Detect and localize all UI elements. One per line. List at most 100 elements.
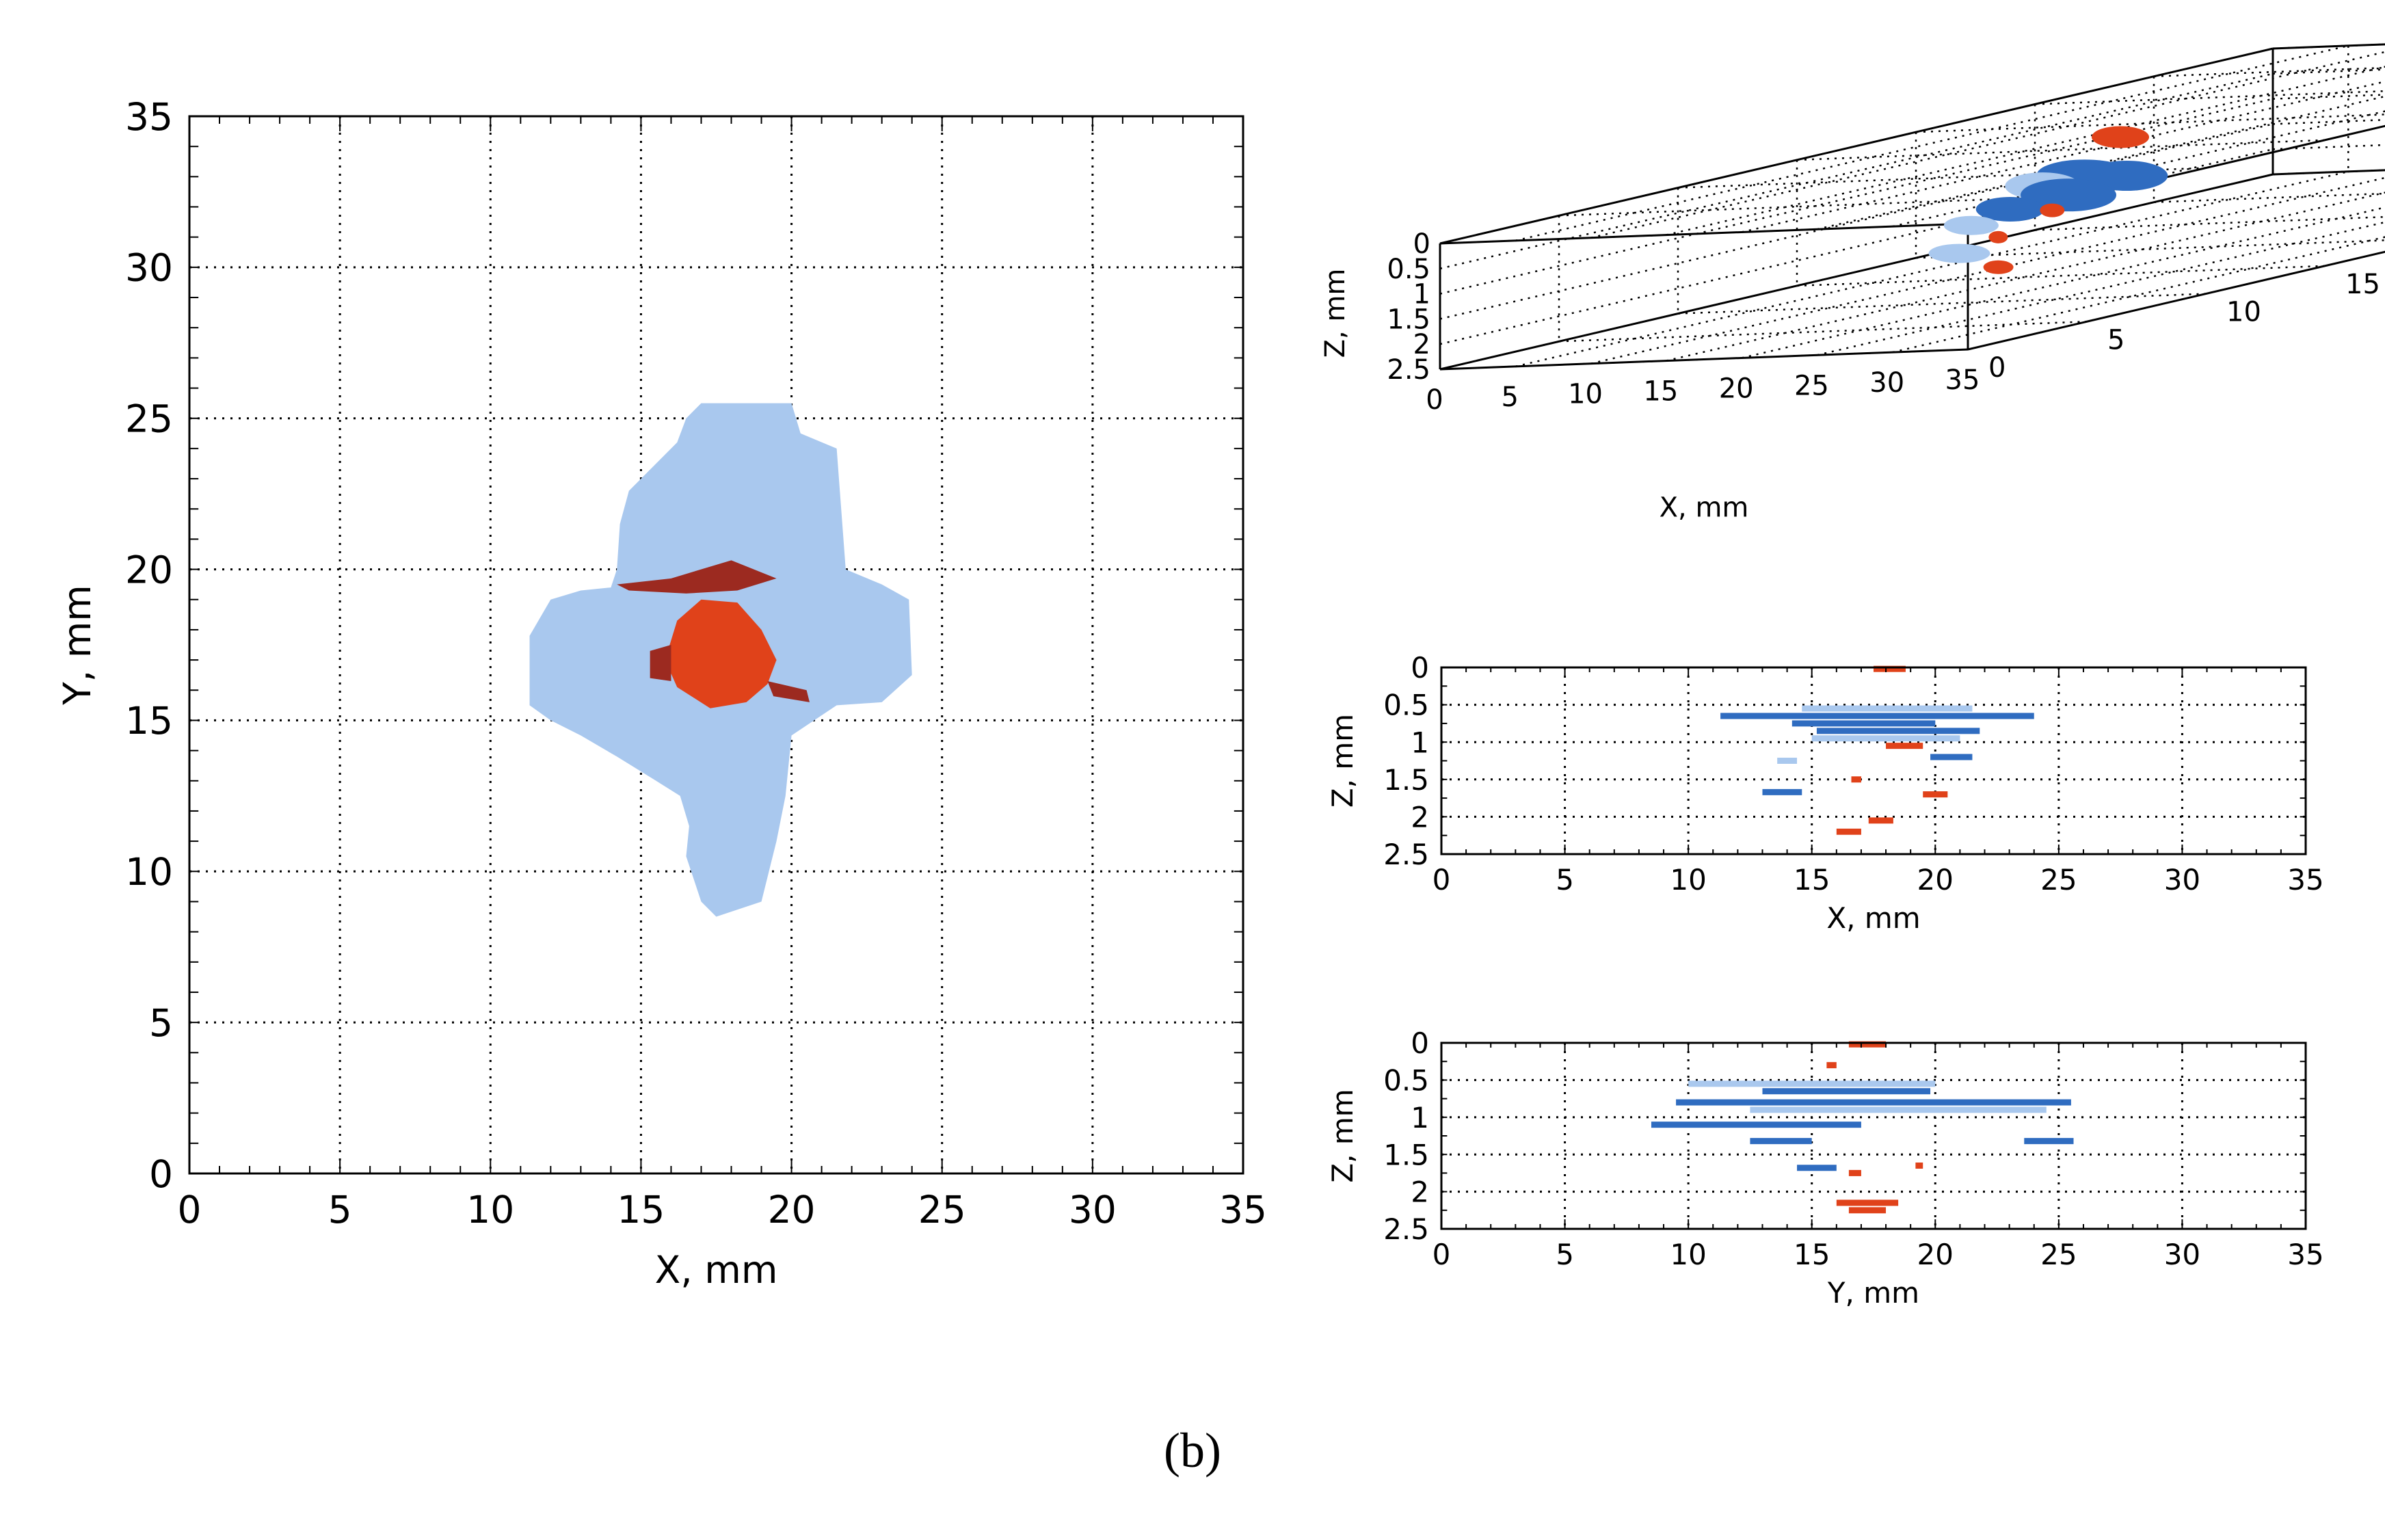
box-edge [1439,173,2274,371]
region-dark_red [650,645,671,682]
chart-xy: 0 5 10 15 20 25 30 35 0 5 10 15 20 25 30 35 X, mm Y, mm [55,95,1267,1292]
x-tick-label: 35 [1945,364,1980,396]
x-tick-label: 25 [2040,863,2077,897]
x-tick-label: 15 [1794,1238,1830,1271]
x-tick-label: 15 [1794,863,1830,897]
grid-3d [1796,265,2326,287]
grid-3d [1558,195,2088,217]
grid-3d [2153,66,2385,77]
y-tick-label: 1.5 [1383,1138,1429,1171]
y-tick-label: 2 [1411,1176,1429,1209]
region-red_orange [665,599,777,708]
grid-3d [1439,98,2274,295]
region-dark_red [617,560,777,594]
x-tick-label: 5 [328,1188,352,1232]
grid-3d [1915,239,2385,259]
y-tick-label: 10 [125,850,173,894]
y-tick-label: 0 [1988,352,2006,384]
y-axis-label: Y, mm [55,585,99,706]
y-tick-label: 0.5 [1383,689,1429,722]
y-tick-label: 25 [125,397,173,441]
x-tick-label: 5 [1556,863,1574,897]
y-tick-label: 35 [125,95,173,139]
box-edge [1439,222,1969,245]
y-axis-label: Z, mm [1326,1089,1359,1182]
x-tick-label: 20 [1917,863,1954,897]
z-tick-label: 0.5 [1387,254,1430,285]
segment-dark_blue [1651,1121,1861,1128]
y-tick-label: 2.5 [1383,1212,1429,1246]
x-tick-label: 5 [1556,1238,1574,1271]
x-tick-label: 20 [1719,373,1754,404]
segment-red_orange [1836,828,1861,835]
defect-blob [2086,161,2168,191]
segment-dark_blue [1791,720,1936,727]
y-tick-label: 2.5 [1383,838,1429,871]
y-axis-label: Z, mm [1326,714,1359,808]
defect-blob [1988,230,2008,243]
x-tick-label: 10 [1670,863,1706,897]
x-tick-label: 15 [617,1188,665,1232]
x-axis-label: X, mm [1660,492,1749,524]
y-tick-label: 15 [2345,269,2380,300]
box-edge [2272,43,2385,50]
segment-dark_blue [1676,1099,2071,1106]
grid-3d [1677,167,2207,189]
x-axis-label: Y, mm [1827,1276,1919,1310]
box-edge [2272,169,2385,176]
segment-dark_blue [2024,1138,2074,1145]
grid-3d [1677,293,2207,315]
y-tick-label: 10 [2226,297,2261,328]
z-tick-label: 2.5 [1387,354,1430,386]
z-tick-label: 1.5 [1387,304,1430,335]
defect-blob [1943,215,1999,235]
x-tick-label: 20 [768,1188,816,1232]
defect-blob [1983,260,2014,274]
box-edge [1439,348,1969,371]
grid-3d [1915,114,2385,133]
x-axis-label: X, mm [655,1248,778,1292]
defect-blob [1928,243,1990,263]
segment-red_orange [1848,1169,1861,1176]
grid-3d [2034,90,2385,105]
grid-3d [2153,192,2385,203]
segment-light_blue [1811,735,1960,742]
grid-3d [2272,118,2385,125]
segment-red_orange [1836,1199,1899,1206]
defect-blob [2021,178,2117,212]
segment-red_orange [1923,791,1948,798]
x-tick-label: 30 [1069,1188,1117,1232]
x-tick-label: 5 [1502,382,1519,413]
x-axis-label: X, mm [1826,901,1920,935]
segment-dark_blue [1750,1138,1812,1145]
grid-3d [1515,170,2349,368]
y-tick-label: 15 [125,699,173,743]
chart-xz: 0 5 10 15 20 25 30 35 0 0.5 1 1.5 2 2.5 X, mm Z, mm [1326,651,2324,935]
x-tick-label: 0 [1426,384,1443,416]
segment-dark_blue [1930,754,1973,760]
grid-3d [1796,139,2326,161]
grid-3d [2034,215,2385,231]
figure-caption: (b) [1164,1423,1221,1478]
z-tick-label: 2 [1413,329,1430,360]
defect-blob [1975,197,2044,222]
x-tick-label: 25 [2040,1238,2077,1271]
box-edge [1439,47,2274,245]
y-tick-label: 1 [1411,1101,1429,1134]
z-tick-label: 1 [1413,279,1430,310]
segment-red_orange [1851,776,1861,783]
segment-dark_blue [1762,1088,1931,1095]
segment-light_blue [1802,705,1973,712]
axes-frame [1440,666,2307,855]
x-tick-label: 30 [2164,863,2200,897]
x-tick-label: 15 [1643,376,1678,408]
x-tick-label: 10 [466,1188,514,1232]
segment-red_orange [1874,665,1906,672]
grid-3d [1515,44,2349,242]
segment-light_blue [1777,758,1798,764]
y-tick-label: 30 [125,246,173,290]
defect-blob [2040,203,2065,217]
segment-dark_blue [1762,788,1802,795]
x-tick-label: 0 [178,1188,202,1232]
